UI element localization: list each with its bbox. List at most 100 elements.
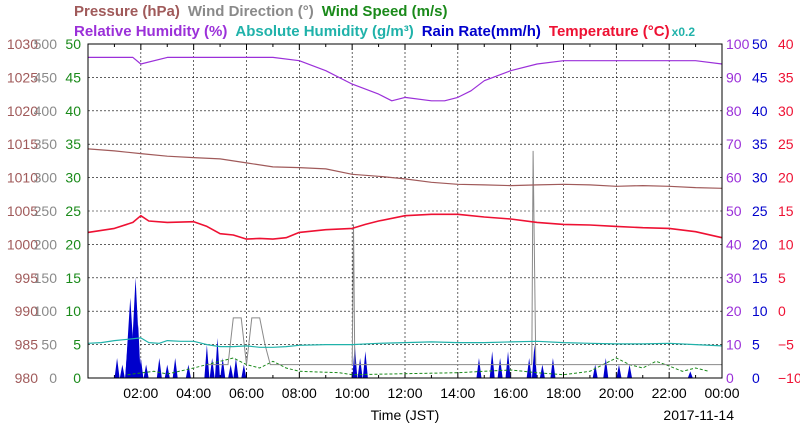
legend-entry-temperature-c: Temperature (°C) — [549, 23, 670, 40]
rain-rate-spike — [687, 371, 693, 378]
rain-rate-spike — [214, 337, 220, 378]
rain-rate-spike — [135, 324, 141, 378]
right-tick-temperature: 25 — [778, 136, 794, 152]
right-tick-temperature: 10 — [778, 236, 794, 252]
left-tick-wind-speed: 35 — [65, 136, 81, 152]
rain-rate-spike — [220, 357, 226, 378]
rain-rate-spike — [209, 357, 215, 378]
x-tick-label: 16:00 — [493, 385, 528, 401]
right-tick-temperature: 5 — [778, 270, 786, 286]
left-tick-wind-speed: 0 — [73, 370, 81, 386]
right-tick-temperature: −5 — [778, 337, 794, 353]
right-tick-rain-rate: 35 — [752, 136, 768, 152]
right-tick-relative-humidity: 80 — [726, 103, 742, 119]
right-tick-relative-humidity: 100 — [726, 36, 750, 52]
right-tick-rain-rate: 45 — [752, 69, 768, 85]
rain-rate-spike — [119, 364, 125, 378]
legend-entry-wind-speed-m-s: Wind Speed (m/s) — [322, 3, 448, 20]
right-tick-relative-humidity: 60 — [726, 170, 742, 186]
x-tick-label: 02:00 — [123, 385, 158, 401]
right-tick-temperature: 40 — [778, 36, 794, 52]
wind-speed-line — [127, 357, 709, 376]
pressure-line — [87, 148, 723, 189]
right-tick-rain-rate: 0 — [752, 370, 760, 386]
right-tick-rain-rate: 15 — [752, 270, 768, 286]
right-tick-temperature: 15 — [778, 203, 794, 219]
left-tick-wind-direction: 250 — [34, 203, 58, 219]
legend-entry-absolute-humidity-g-m: Absolute Humidity (g/m³) — [235, 23, 413, 40]
left-tick-wind-direction: 300 — [34, 170, 58, 186]
left-tick-pressure: 1025 — [7, 69, 38, 85]
left-tick-pressure: 995 — [15, 270, 39, 286]
x-tick-label: 08:00 — [282, 385, 317, 401]
left-tick-wind-direction: 400 — [34, 103, 58, 119]
right-tick-rain-rate: 40 — [752, 103, 768, 119]
relative-humidity-line — [88, 56, 723, 102]
right-axes: 0102030405060708090100051015202530354045… — [726, 36, 800, 386]
left-tick-wind-speed: 15 — [65, 270, 81, 286]
chart-title-area: Pressure (hPa) Wind Direction (°) Wind Spe… — [74, 3, 695, 40]
rain-rate-spike — [616, 364, 622, 378]
right-tick-temperature: 20 — [778, 170, 794, 186]
left-tick-wind-direction: 450 — [34, 69, 58, 85]
left-tick-pressure: 1005 — [7, 203, 38, 219]
rain-rate-spike — [526, 357, 532, 378]
right-tick-rain-rate: 5 — [752, 337, 760, 353]
rain-rate-spike — [143, 364, 149, 378]
left-tick-wind-speed: 40 — [65, 103, 81, 119]
rain-rate-spike — [228, 364, 234, 378]
rain-rate-spike — [156, 357, 162, 378]
grid — [88, 44, 722, 378]
left-tick-pressure: 1015 — [7, 136, 38, 152]
rain-rate-spike — [627, 364, 633, 378]
left-tick-pressure: 1030 — [7, 36, 38, 52]
plot-area — [87, 56, 723, 378]
right-tick-relative-humidity: 40 — [726, 236, 742, 252]
x-tick-label: 22:00 — [652, 385, 687, 401]
right-tick-rain-rate: 20 — [752, 236, 768, 252]
left-tick-wind-speed: 10 — [65, 303, 81, 319]
left-tick-wind-speed: 20 — [65, 236, 81, 252]
x-axis-label: Time (JST) — [371, 407, 440, 423]
legend-entry-relative-humidity: Relative Humidity (%) — [74, 23, 227, 40]
right-tick-rain-rate: 25 — [752, 203, 768, 219]
rain-rate-spike — [539, 364, 545, 378]
rain-rate-spike — [233, 357, 239, 378]
left-tick-wind-speed: 45 — [65, 69, 81, 85]
x-tick-label: 06:00 — [229, 385, 264, 401]
left-tick-pressure: 1000 — [7, 236, 38, 252]
title-row-1: Relative Humidity (%) Absolute Humidity (… — [74, 23, 695, 40]
x-axis: 02:00 04:00 06:00 08:00 10:00 12:00 14:00 16:00… — [123, 385, 739, 401]
title-row-0: Pressure (hPa) Wind Direction (°) Wind Spe… — [74, 3, 447, 20]
x-tick-label: 12:00 — [387, 385, 422, 401]
right-tick-rain-rate: 30 — [752, 170, 768, 186]
rain-rate-spike — [603, 357, 609, 378]
right-tick-temperature: 35 — [778, 69, 794, 85]
x-tick-label: 20:00 — [599, 385, 634, 401]
rain-rate-spike — [592, 364, 598, 378]
left-tick-wind-speed: 30 — [65, 170, 81, 186]
left-tick-wind-direction: 500 — [34, 36, 58, 52]
right-tick-rain-rate: 50 — [752, 36, 768, 52]
right-tick-temperature: 30 — [778, 103, 794, 119]
right-tick-rain-rate: 10 — [752, 303, 768, 319]
left-tick-pressure: 990 — [15, 303, 39, 319]
left-tick-wind-direction: 150 — [34, 270, 58, 286]
left-tick-wind-direction: 50 — [41, 337, 57, 353]
left-tick-wind-speed: 50 — [65, 36, 81, 52]
left-tick-pressure: 985 — [15, 337, 39, 353]
x-tick-label: 14:00 — [440, 385, 475, 401]
left-axes: 9809859909951000100510101015102010251030… — [7, 36, 81, 386]
x-tick-label: 18:00 — [546, 385, 581, 401]
right-tick-relative-humidity: 20 — [726, 303, 742, 319]
left-tick-wind-speed: 5 — [73, 337, 81, 353]
rain-rate-spike — [185, 364, 191, 378]
wind-direction-line — [206, 150, 722, 366]
right-tick-temperature: −10 — [778, 370, 800, 386]
right-tick-relative-humidity: 30 — [726, 270, 742, 286]
right-tick-temperature: 0 — [778, 303, 786, 319]
x-tick-label: 10:00 — [335, 385, 370, 401]
legend-entry-x0-2: x0.2 — [672, 25, 696, 39]
rain-rate-spike — [204, 344, 210, 378]
